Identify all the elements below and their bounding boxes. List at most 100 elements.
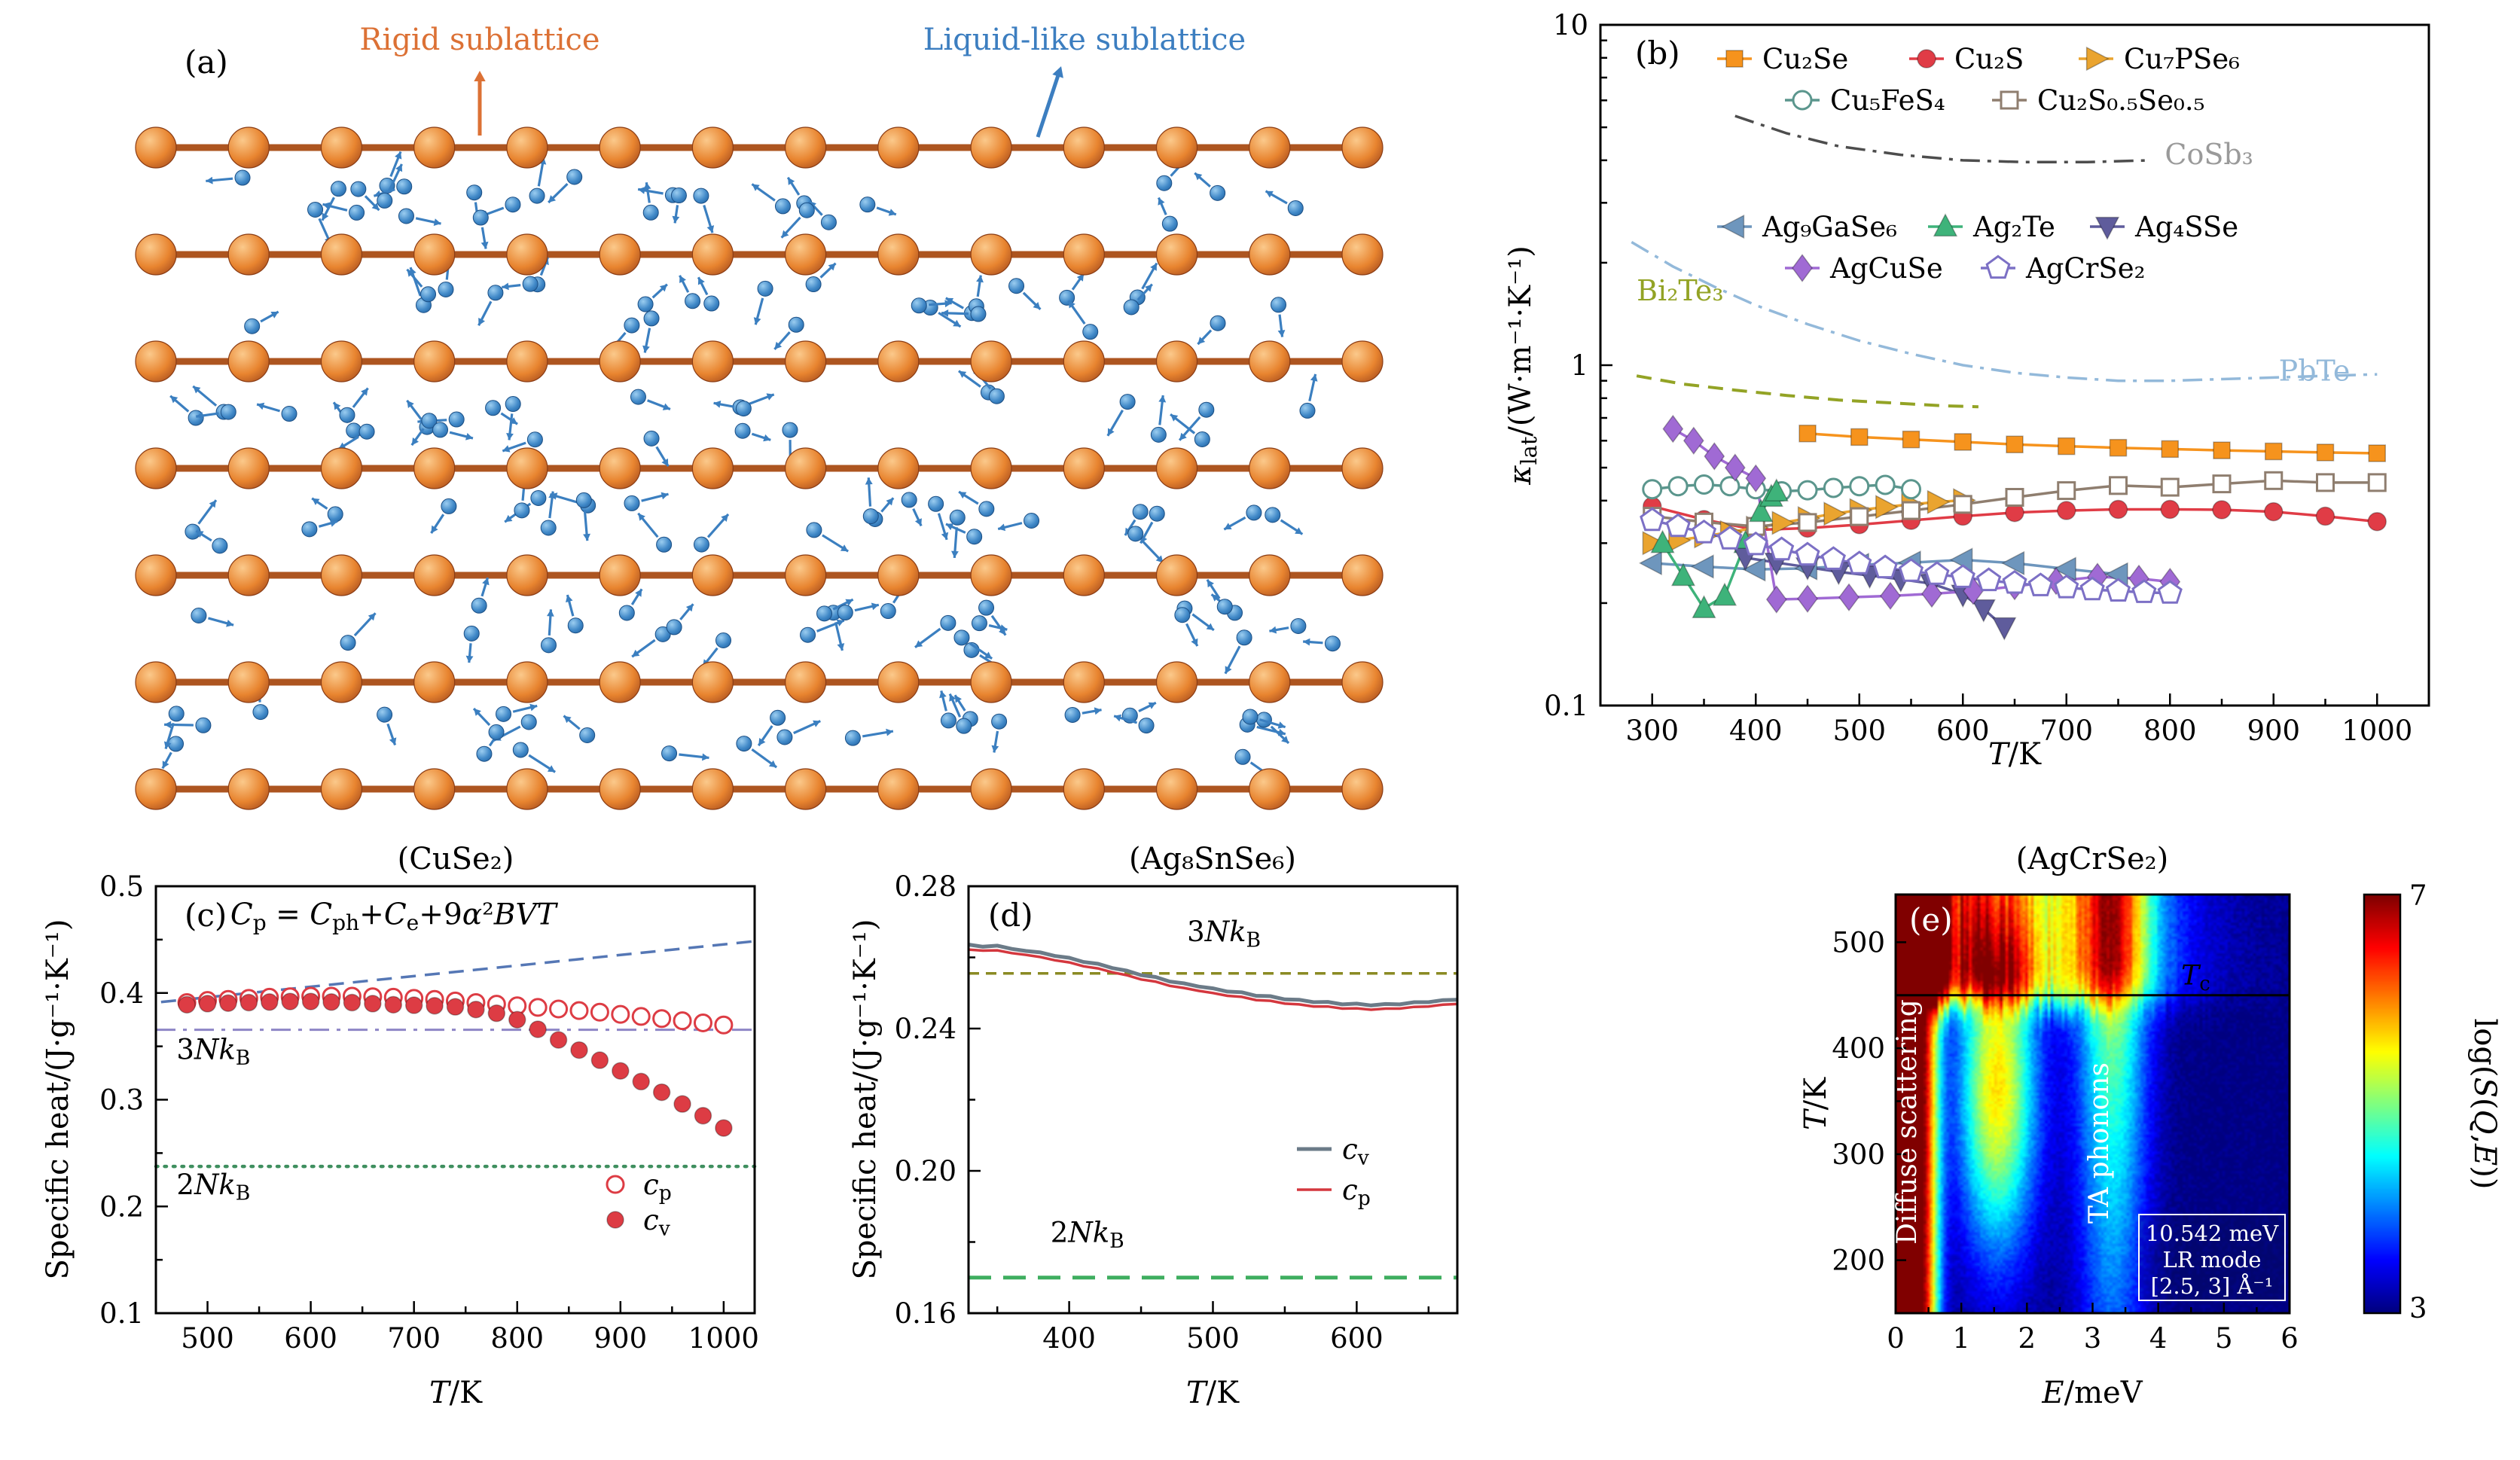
rigid-atom <box>506 447 548 489</box>
series-markers <box>1643 471 2387 536</box>
legend-label: Cu₂S <box>1954 43 2024 75</box>
x-tick-label: 900 <box>593 1322 647 1355</box>
liquid-atom <box>757 280 773 297</box>
liquid-atom <box>1236 629 1252 646</box>
series-line <box>1672 428 2171 601</box>
rigid-atom <box>1155 768 1198 810</box>
colorbar-max-label: 7 <box>2409 879 2427 912</box>
liquid-atom <box>624 317 640 334</box>
liquid-atom <box>377 192 393 209</box>
liquid-atom <box>966 529 983 545</box>
liquid-atom <box>212 538 228 554</box>
y-axis-label: κlat/(W·m⁻¹·K⁻¹) <box>1503 245 1542 486</box>
liquid-atom <box>1082 324 1099 340</box>
liquid-atom <box>970 306 987 322</box>
liquid-atom <box>1024 512 1040 529</box>
rigid-atom <box>691 233 734 276</box>
panel-d-specific-heat-ag8snse6-chart: 400 500 600 0.16 0.20 0.24 0.28 T/K Specific hea… <box>828 836 1582 1460</box>
liquid-atom <box>774 198 791 215</box>
liquid-sublattice-label: Liquid-like sublattice <box>923 23 1246 57</box>
liquid-atom <box>567 617 584 634</box>
liquid-atom <box>244 318 261 334</box>
liquid-atom <box>1127 526 1144 542</box>
rigid-atom <box>320 554 363 596</box>
liquid-atom <box>624 495 640 511</box>
liquid-atom <box>1210 315 1226 331</box>
rigid-atom <box>599 340 641 383</box>
series-line <box>968 948 1458 1011</box>
rigid-atom <box>1341 768 1384 810</box>
liquid-atom <box>530 489 547 506</box>
panel-title: (Ag₈SnSe₆) <box>1129 842 1296 876</box>
rigid-atom <box>691 447 734 489</box>
x-tick-label: 700 <box>2039 715 2093 747</box>
liquid-atom <box>782 422 798 438</box>
liquid-atom <box>420 286 437 303</box>
liquid-atom <box>471 597 487 614</box>
panel-letter: (c) <box>185 897 227 934</box>
rigid-atom <box>413 340 456 383</box>
x-tick-label: 700 <box>387 1322 441 1355</box>
colorbar-axis-label: log(S(Q,E)) <box>2467 1018 2502 1189</box>
liquid-atom <box>670 187 687 204</box>
series-line <box>968 943 1458 1007</box>
x-tick-label: 500 <box>1186 1322 1240 1355</box>
liquid-atom <box>949 509 966 526</box>
diffuse-scattering-label: Diffuse scattering <box>1892 999 1923 1245</box>
series-line <box>1631 240 2378 383</box>
colorbar-canvas <box>2364 895 2400 1313</box>
liquid-atom <box>1138 718 1155 734</box>
rigid-atom <box>1249 554 1291 596</box>
rigid-atom <box>970 554 1012 596</box>
panel-letter: (b) <box>1635 35 1680 72</box>
liquid-atom <box>800 626 816 643</box>
liquid-atom <box>421 413 438 429</box>
rigid-atom <box>1341 340 1384 383</box>
liquid-atom <box>940 614 956 631</box>
liquid-atom <box>798 202 815 218</box>
legend-label: Ag₉GaSe₆ <box>1762 211 1897 243</box>
rigid-atom <box>785 126 827 169</box>
y-tick-label: 0.5 <box>99 870 144 903</box>
lr-mode-annotation-line: 10.542 meV <box>2146 1221 2279 1246</box>
x-axis-label: T/K <box>429 1376 483 1410</box>
legend-label: Cu₅FeS₄ <box>1830 84 1945 117</box>
liquid-atom <box>432 422 449 438</box>
x-tick-label: 800 <box>2143 715 2197 747</box>
y-axis-label: Specific heat/(J·g⁻¹·K⁻¹) <box>45 919 75 1280</box>
liquid-atom <box>630 389 646 405</box>
liquid-atom <box>476 745 493 762</box>
liquid-atom <box>1156 175 1173 191</box>
liquid-atom <box>398 208 414 224</box>
liquid-atom <box>844 730 861 746</box>
legend-label: Cu₇PSe₆ <box>2124 43 2240 75</box>
rigid-atom <box>227 447 270 489</box>
liquid-atom <box>837 605 853 621</box>
sublattice-diagram <box>135 66 1384 810</box>
legend-label: Ag₄SSe <box>2134 211 2238 243</box>
liquid-atom <box>978 501 995 517</box>
rigid-atom <box>1063 768 1105 810</box>
y-tick-label: 0.16 <box>895 1297 956 1330</box>
legend-label: Cu₂Se <box>1762 43 1848 75</box>
x-tick-label: 900 <box>2247 715 2300 747</box>
liquid-atom <box>281 406 297 422</box>
liquid-atom <box>1246 504 1262 521</box>
liquid-atom <box>520 714 537 730</box>
liquid-atom <box>234 169 251 186</box>
rigid-sublattice-label: Rigid sublattice <box>359 23 600 57</box>
y-tick-label: 300 <box>1832 1138 1885 1171</box>
panel-b-thermal-conductivity-chart: 300 400 500 600 700 800 900 1000 0.1 1 10 T/K κlat/(… <box>1491 8 2520 821</box>
liquid-atom <box>396 178 413 195</box>
panel-a-label: (a) <box>185 44 228 81</box>
legend-label: cv <box>1342 1133 1369 1169</box>
rigid-atom <box>691 661 734 703</box>
rigid-atom <box>1249 233 1291 276</box>
rigid-atom <box>785 447 827 489</box>
panel-title: (AgCrSe₂) <box>2016 842 2169 876</box>
liquid-atom <box>862 508 879 525</box>
tc-label: Tc <box>2181 961 2210 995</box>
annotation: Cp = Cph+Ce+9α²BVT <box>230 898 559 935</box>
liquid-atom <box>438 281 454 297</box>
liquid-atom <box>1132 504 1149 520</box>
